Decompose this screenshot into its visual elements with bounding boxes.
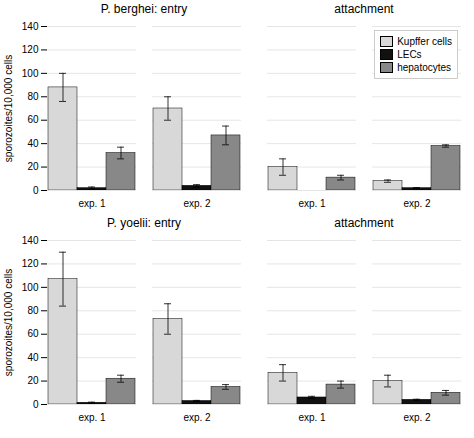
html-text:LECs: LECs	[397, 49, 422, 60]
svg-text:sporozoites/10,000 cells: sporozoites/10,000 cells	[3, 55, 14, 162]
html-text:P. yoelii: entry: P. yoelii: entry	[107, 216, 181, 230]
svg-text:80: 80	[27, 305, 39, 316]
svg-text:140: 140	[22, 235, 39, 246]
svg-text:exp. 1: exp. 1	[298, 412, 326, 423]
svg-text:sporozoites/10,000 cells: sporozoites/10,000 cells	[3, 269, 14, 376]
svg-text:exp. 1: exp. 1	[78, 198, 106, 209]
svg-text:exp. 2: exp. 2	[183, 198, 211, 209]
svg-text:0: 0	[33, 185, 39, 196]
svg-text:exp. 2: exp. 2	[403, 198, 431, 209]
html-text:P. berghei: entry: P. berghei: entry	[100, 2, 188, 16]
svg-text:120: 120	[22, 258, 39, 269]
svg-text:60: 60	[27, 114, 39, 125]
svg-text:exp. 1: exp. 1	[78, 412, 106, 423]
svg-text:40: 40	[27, 352, 39, 363]
svg-text:120: 120	[22, 44, 39, 55]
html-text:Kupffer cells: Kupffer cells	[397, 36, 452, 47]
svg-text:exp. 2: exp. 2	[403, 412, 431, 423]
svg-text:exp. 2: exp. 2	[183, 412, 211, 423]
svg-text:20: 20	[27, 375, 39, 386]
svg-text:100: 100	[22, 68, 39, 79]
svg-text:80: 80	[27, 91, 39, 102]
svg-text:20: 20	[27, 161, 39, 172]
svg-text:exp. 1: exp. 1	[298, 198, 326, 209]
html-text:attachment: attachment	[334, 216, 394, 230]
svg-text:40: 40	[27, 138, 39, 149]
svg-text:100: 100	[22, 282, 39, 293]
svg-text:60: 60	[27, 328, 39, 339]
svg-text:0: 0	[33, 399, 39, 410]
html-text:attachment: attachment	[334, 2, 394, 16]
svg-text:140: 140	[22, 21, 39, 32]
html-text:hepatocytes: hepatocytes	[397, 62, 452, 73]
